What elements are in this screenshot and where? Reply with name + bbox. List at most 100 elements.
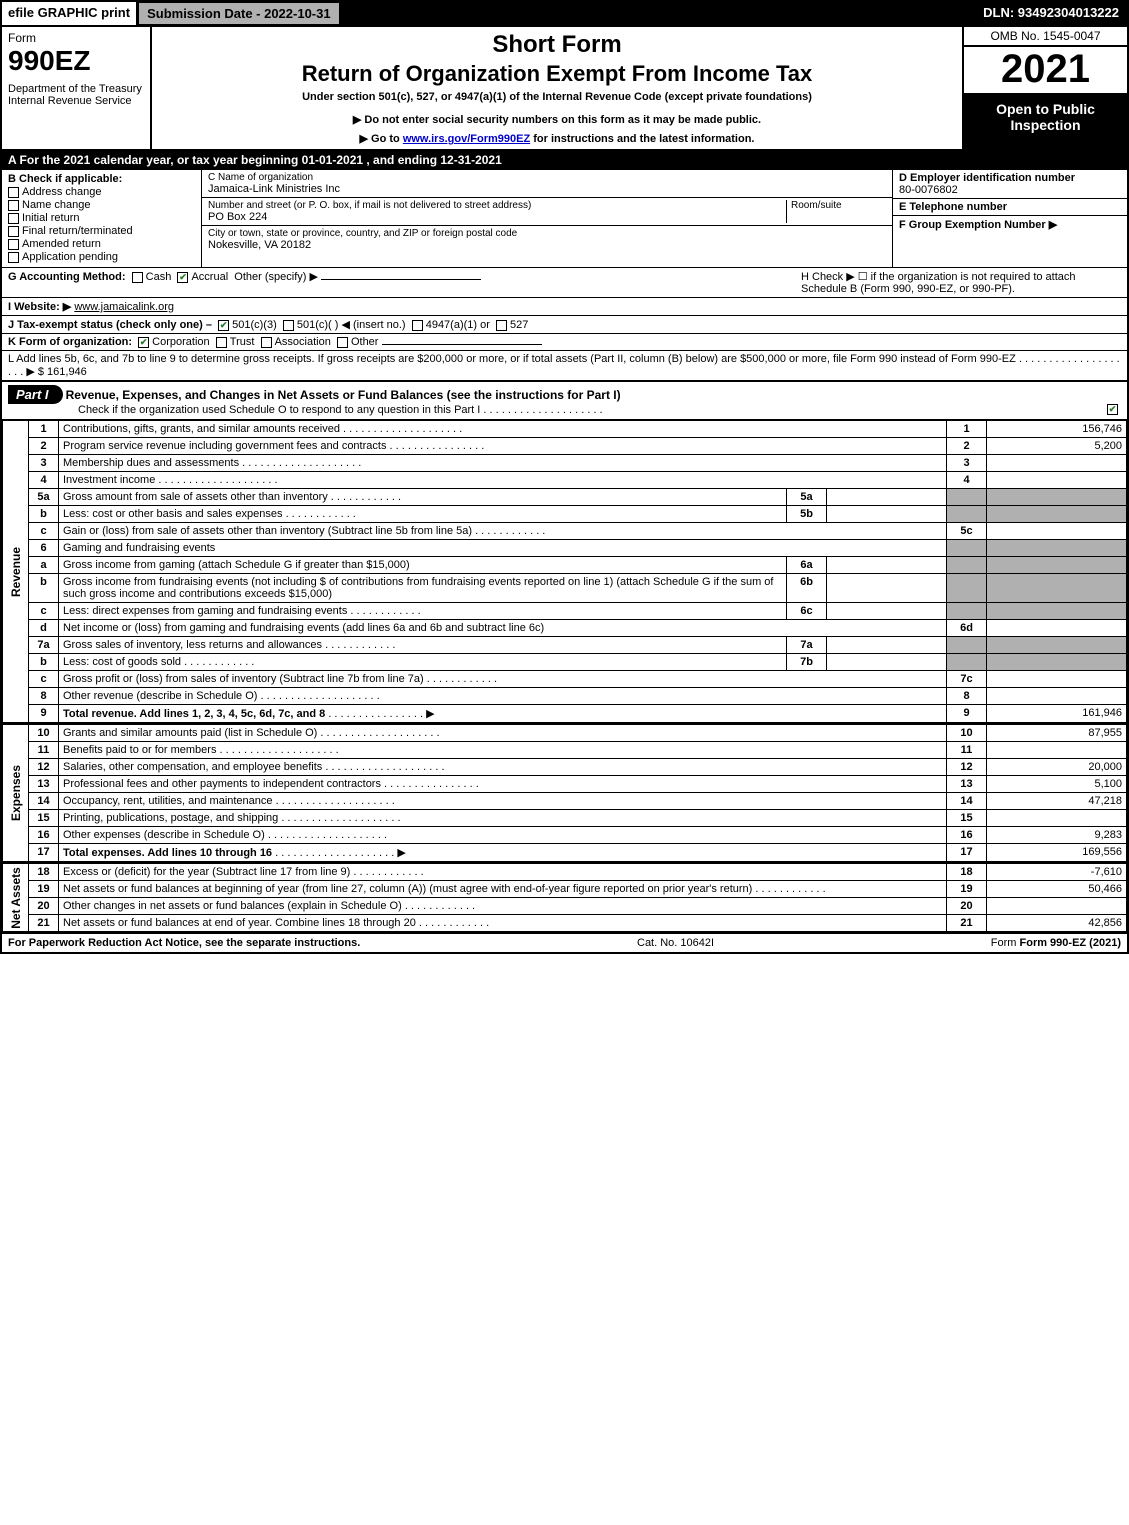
part1-header: Part I Revenue, Expenses, and Changes in… <box>2 380 1127 419</box>
chk-address-change[interactable]: Address change <box>8 186 195 198</box>
row-l: L Add lines 5b, 6c, and 7b to line 9 to … <box>2 350 1127 380</box>
line-7a: 7aGross sales of inventory, less returns… <box>29 637 1127 654</box>
subtitle-under: Under section 501(c), 527, or 4947(a)(1)… <box>160 91 954 103</box>
d-ein: D Employer identification number 80-0076… <box>893 170 1127 199</box>
chk-amended-return[interactable]: Amended return <box>8 238 195 250</box>
row-i: I Website: ▶ www.jamaicalink.org <box>2 297 1127 315</box>
row-a-calendar: A For the 2021 calendar year, or tax yea… <box>2 149 1127 169</box>
website-link[interactable]: www.jamaicalink.org <box>74 301 174 313</box>
netassets-side-label: Net Assets <box>2 863 28 932</box>
expenses-section: Expenses 10Grants and similar amounts pa… <box>2 723 1127 862</box>
chk-527[interactable] <box>496 320 507 331</box>
row-k: K Form of organization: ✔Corporation Tru… <box>2 333 1127 350</box>
c-city-label: City or town, state or province, country… <box>208 228 886 239</box>
expenses-side-label: Expenses <box>2 724 28 862</box>
title-return: Return of Organization Exempt From Incom… <box>160 61 954 87</box>
chk-name-change[interactable]: Name change <box>8 199 195 211</box>
chk-corporation[interactable]: ✔ <box>138 337 149 348</box>
chk-trust[interactable] <box>216 337 227 348</box>
chk-501c3[interactable]: ✔ <box>218 320 229 331</box>
line-2: 2Program service revenue including gover… <box>29 438 1127 455</box>
line-17: 17Total expenses. Add lines 10 through 1… <box>29 844 1127 862</box>
omb-number: OMB No. 1545-0047 <box>964 27 1127 47</box>
line-9: 9Total revenue. Add lines 1, 2, 3, 4, 5c… <box>29 705 1127 723</box>
form-label: Form <box>8 31 144 45</box>
expenses-table: 10Grants and similar amounts paid (list … <box>28 724 1127 862</box>
col-c: C Name of organization Jamaica-Link Mini… <box>202 170 892 267</box>
line-11: 11Benefits paid to or for members11 <box>29 742 1127 759</box>
line-5a: 5aGross amount from sale of assets other… <box>29 489 1127 506</box>
part1-label: Part I <box>8 385 63 404</box>
title-short: Short Form <box>160 31 954 59</box>
open-inspection: Open to Public Inspection <box>964 95 1127 149</box>
chk-4947[interactable] <box>412 320 423 331</box>
footer-mid: Cat. No. 10642I <box>637 937 714 949</box>
line-6a: aGross income from gaming (attach Schedu… <box>29 557 1127 574</box>
line-21: 21Net assets or fund balances at end of … <box>29 915 1127 932</box>
line-12: 12Salaries, other compensation, and empl… <box>29 759 1127 776</box>
netassets-section: Net Assets 18Excess or (deficit) for the… <box>2 862 1127 932</box>
c-name-row: C Name of organization Jamaica-Link Mini… <box>202 170 892 198</box>
chk-other-org[interactable] <box>337 337 348 348</box>
chk-association[interactable] <box>261 337 272 348</box>
chk-initial-return[interactable]: Initial return <box>8 212 195 224</box>
tax-year: 2021 <box>964 47 1127 95</box>
c-city-row: City or town, state or province, country… <box>202 226 892 253</box>
line-1: 1Contributions, gifts, grants, and simil… <box>29 421 1127 438</box>
efile-print-link[interactable]: efile GRAPHIC print <box>2 2 138 25</box>
goto-link[interactable]: www.irs.gov/Form990EZ <box>403 133 530 145</box>
e-phone: E Telephone number <box>893 199 1127 216</box>
row-g-h: G Accounting Method: Cash ✔Accrual Other… <box>2 267 1127 297</box>
dln: DLN: 93492304013222 <box>975 2 1127 25</box>
form-number: 990EZ <box>8 45 144 77</box>
c-name-label: C Name of organization <box>208 172 886 183</box>
line-8: 8Other revenue (describe in Schedule O)8 <box>29 688 1127 705</box>
submission-date: Submission Date - 2022-10-31 <box>138 2 340 25</box>
col-d-e-f: D Employer identification number 80-0076… <box>892 170 1127 267</box>
g-label: G Accounting Method: <box>8 271 126 283</box>
footer: For Paperwork Reduction Act Notice, see … <box>2 932 1127 952</box>
line-6c: cLess: direct expenses from gaming and f… <box>29 603 1127 620</box>
header-left: Form 990EZ Department of the Treasury In… <box>2 27 152 149</box>
chk-final-return[interactable]: Final return/terminated <box>8 225 195 237</box>
line-14: 14Occupancy, rent, utilities, and mainte… <box>29 793 1127 810</box>
line-6b: bGross income from fundraising events (n… <box>29 574 1127 603</box>
netassets-table: 18Excess or (deficit) for the year (Subt… <box>28 863 1127 932</box>
warning-ssn: ▶ Do not enter social security numbers o… <box>160 113 954 126</box>
line-6: 6Gaming and fundraising events <box>29 540 1127 557</box>
line-7b: bLess: cost of goods sold7b <box>29 654 1127 671</box>
form-990ez-page: efile GRAPHIC print Submission Date - 20… <box>0 0 1129 954</box>
department: Department of the Treasury Internal Reve… <box>8 83 144 107</box>
chk-schedule-o[interactable]: ✔ <box>1107 404 1118 415</box>
chk-501c[interactable] <box>283 320 294 331</box>
footer-left: For Paperwork Reduction Act Notice, see … <box>8 937 360 949</box>
ein-value: 80-0076802 <box>899 184 958 196</box>
header-right: OMB No. 1545-0047 2021 Open to Public In… <box>962 27 1127 149</box>
line-13: 13Professional fees and other payments t… <box>29 776 1127 793</box>
c-addr-label: Number and street (or P. O. box, if mail… <box>208 200 786 211</box>
header: Form 990EZ Department of the Treasury In… <box>2 25 1127 149</box>
chk-cash[interactable] <box>132 272 143 283</box>
part1-title: Revenue, Expenses, and Changes in Net As… <box>66 388 621 402</box>
goto-line: ▶ Go to www.irs.gov/Form990EZ for instru… <box>160 132 954 145</box>
line-16: 16Other expenses (describe in Schedule O… <box>29 827 1127 844</box>
f-group: F Group Exemption Number ▶ <box>893 216 1127 267</box>
line-5c: cGain or (loss) from sale of assets othe… <box>29 523 1127 540</box>
revenue-table: 1Contributions, gifts, grants, and simil… <box>28 420 1127 723</box>
goto-pre: ▶ Go to <box>360 133 403 145</box>
line-20: 20Other changes in net assets or fund ba… <box>29 898 1127 915</box>
footer-right: Form Form 990-EZ (2021) <box>991 937 1121 949</box>
section-b-to-f: B Check if applicable: Address change Na… <box>2 169 1127 267</box>
line-7c: cGross profit or (loss) from sales of in… <box>29 671 1127 688</box>
goto-post: for instructions and the latest informat… <box>530 133 754 145</box>
chk-application-pending[interactable]: Application pending <box>8 251 195 263</box>
h-check: H Check ▶ ☐ if the organization is not r… <box>791 270 1121 295</box>
b-label: B Check if applicable: <box>8 173 195 185</box>
revenue-side-label: Revenue <box>2 420 28 723</box>
chk-accrual[interactable]: ✔ <box>177 272 188 283</box>
topbar: efile GRAPHIC print Submission Date - 20… <box>2 2 1127 25</box>
l-amount: $ 161,946 <box>38 366 87 378</box>
org-city: Nokesville, VA 20182 <box>208 239 886 251</box>
line-10: 10Grants and similar amounts paid (list … <box>29 725 1127 742</box>
line-5b: bLess: cost or other basis and sales exp… <box>29 506 1127 523</box>
